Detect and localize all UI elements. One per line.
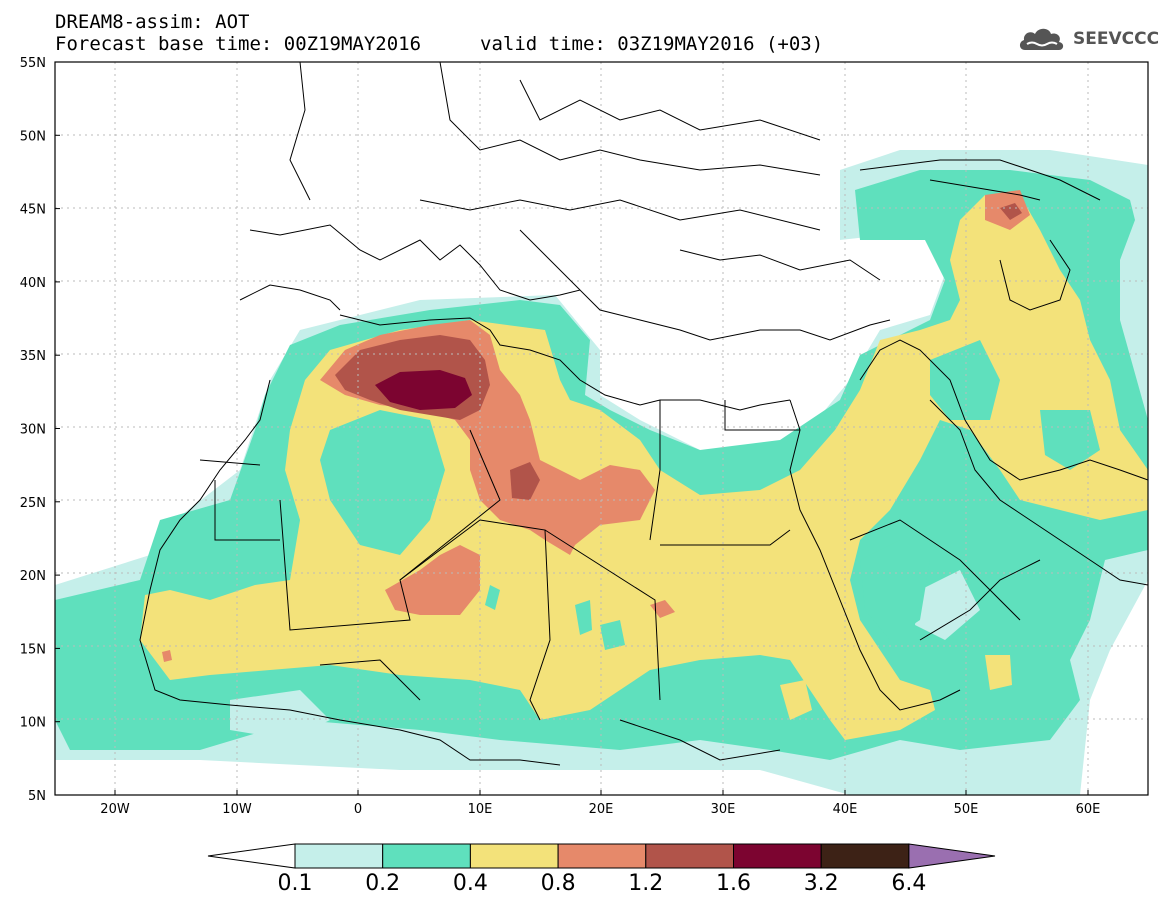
- lon-label: 60E: [1076, 802, 1101, 817]
- lon-label: 0: [354, 802, 362, 817]
- lat-label: 40N: [20, 276, 46, 291]
- lat-label: 25N: [20, 496, 46, 511]
- valid-time: valid time: 03Z19MAY2016 (+03): [480, 33, 824, 55]
- lon-label: 20E: [589, 802, 614, 817]
- lat-label: 5N: [28, 789, 46, 804]
- coastlines: [139, 62, 1148, 766]
- graticule: [55, 62, 1148, 795]
- colorbar-swatch: [820, 843, 910, 869]
- lon-label: 10E: [468, 802, 493, 817]
- lat-label: 30N: [20, 423, 46, 438]
- lat-label: 20N: [20, 569, 46, 584]
- lat-label: 10N: [20, 716, 46, 731]
- colorbar-swatch: [382, 843, 471, 869]
- colorbar-label: 0.2: [365, 871, 400, 896]
- colorbar-label: 6.4: [891, 871, 926, 896]
- latitude-labels: 55N 50N 45N 40N 35N 30N 25N 20N 15N 10N 5N: [20, 56, 60, 804]
- lat-label: 50N: [20, 129, 46, 144]
- colorbar-label: 1.2: [628, 871, 663, 896]
- lat-label: 45N: [20, 203, 46, 218]
- colorbar-label: 1.6: [716, 871, 751, 896]
- lat-label: 35N: [20, 349, 46, 364]
- lat-label: 15N: [20, 642, 46, 657]
- logo-text: SEEVCCC: [1073, 29, 1160, 49]
- colorbar-swatch: [733, 843, 822, 869]
- colorbar-swatch: [469, 843, 559, 869]
- colorbar-swatch: [645, 843, 734, 869]
- colorbar-label: 0.4: [453, 871, 488, 896]
- aot-contour-1.6: [375, 370, 472, 410]
- lon-label: 30E: [711, 802, 736, 817]
- cloud-icon: [1019, 28, 1064, 50]
- colorbar-label: 0.8: [541, 871, 576, 896]
- colorbar-swatch: [557, 843, 647, 869]
- lon-label: 50E: [954, 802, 979, 817]
- colorbar-label: 3.2: [804, 871, 839, 896]
- lon-label: 10W: [222, 802, 252, 817]
- colorbar-left-arrow: [207, 843, 296, 869]
- lon-label: 40E: [833, 802, 858, 817]
- colorbar-label: 0.1: [278, 871, 313, 896]
- lat-label: 55N: [20, 56, 46, 71]
- plot-title: DREAM8-assim: AOT: [55, 11, 250, 33]
- lon-label: 20W: [100, 802, 130, 817]
- longitude-labels: 20W 10W 0 10E 20E 30E 40E 50E 60E: [100, 790, 1100, 817]
- colorbar-right-arrow: [908, 843, 996, 869]
- aot-field: [55, 62, 1148, 795]
- colorbar: 0.1 0.2 0.4 0.8 1.2 1.6 3.2 6.4: [207, 843, 996, 896]
- forecast-base-time: Forecast base time: 00Z19MAY2016: [55, 33, 422, 55]
- colorbar-swatch: [294, 843, 384, 869]
- seevccc-logo: SEEVCCC: [1017, 24, 1159, 54]
